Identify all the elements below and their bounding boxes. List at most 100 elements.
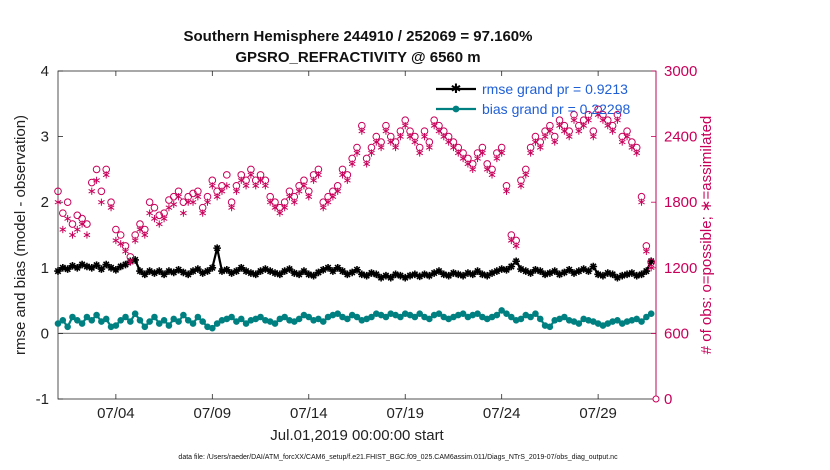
bias-point	[64, 323, 71, 331]
possible-obs-origin-point	[652, 395, 660, 403]
rmse-point	[251, 270, 260, 279]
assimilated-obs-point	[300, 182, 308, 190]
assimilated-obs-point	[647, 264, 655, 272]
possible-obs-point	[54, 187, 62, 196]
bias-point	[459, 310, 467, 318]
bias-point	[281, 313, 288, 321]
bias-point	[194, 313, 202, 321]
y-tick-label-right: 600	[664, 325, 689, 342]
assimilated-obs-point	[469, 165, 477, 173]
bias-point	[165, 322, 173, 329]
legend-bias-label: bias grand pr = 0.22298	[482, 101, 630, 117]
bias-point	[146, 318, 153, 325]
assimilated-obs-point	[170, 200, 178, 208]
rmse-point	[309, 271, 318, 280]
bias-point	[353, 313, 361, 321]
bias-point	[151, 313, 158, 321]
assimilated-obs-point	[69, 231, 76, 239]
assimilated-obs-point	[483, 165, 491, 173]
bias-point	[122, 313, 129, 321]
rmse-point	[102, 260, 111, 269]
rmse-point	[353, 265, 361, 274]
bias-point	[112, 322, 120, 329]
possible-obs-point	[63, 198, 72, 206]
bias-point	[127, 318, 134, 325]
y-tick-label-right: 1200	[664, 260, 697, 277]
rmse-point	[526, 269, 535, 277]
assimilated-obs-point	[450, 143, 457, 152]
rmse-point	[141, 270, 149, 279]
bias-point	[155, 320, 163, 327]
assimilated-obs-point	[392, 143, 399, 152]
bias-point	[213, 320, 221, 327]
assimilated-obs-point	[435, 127, 443, 135]
rmse-point	[362, 271, 371, 280]
y-tick-label-right: 1800	[664, 194, 697, 211]
rmse-point	[160, 270, 168, 279]
rmse-point	[618, 271, 627, 280]
rmse-point	[632, 271, 641, 280]
legend-rmse-marker: ✱	[451, 81, 462, 96]
assimilated-obs-point	[146, 209, 153, 217]
rmse-point	[372, 270, 381, 279]
assimilated-obs-point	[271, 204, 279, 212]
assimilated-obs-point	[363, 160, 371, 168]
bias-point	[416, 310, 423, 318]
legend: ✱ rmse grand pr = 0.9213 bias grand pr =…	[436, 81, 630, 117]
bias-point	[397, 313, 404, 321]
assimilated-obs-point	[638, 198, 645, 206]
bias-point	[228, 313, 235, 321]
assimilated-obs-point	[180, 209, 187, 217]
possible-obs-point	[92, 165, 101, 174]
assimilated-obs-point	[93, 176, 100, 184]
assimilated-obs-point	[517, 182, 525, 190]
assimilated-obs-point	[556, 122, 563, 130]
assimilated-obs-point	[228, 204, 235, 212]
possible-obs-point	[222, 171, 231, 179]
assimilated-obs-point	[73, 225, 81, 234]
bias-point	[242, 320, 250, 327]
assimilated-obs-point	[594, 111, 602, 119]
assimilated-obs-point	[589, 133, 597, 141]
bias-point	[344, 315, 351, 323]
assimilated-obs-point	[498, 149, 506, 157]
rmse-point	[276, 270, 284, 279]
bias-point	[546, 323, 554, 331]
possible-obs-point	[145, 198, 154, 206]
bias-point	[237, 315, 245, 323]
rmse-point	[300, 267, 308, 275]
assimilated-obs-point	[343, 176, 351, 184]
rmse-point	[324, 263, 332, 272]
assimilated-obs-point	[160, 215, 168, 223]
y-tick-label-left: 1	[41, 260, 49, 277]
rmse-point	[425, 271, 434, 280]
y-tick-label-left: 0	[41, 325, 49, 342]
possible-obs-point	[169, 192, 178, 201]
x-tick-label: 07/09	[194, 405, 232, 422]
assimilated-obs-point	[580, 122, 588, 130]
possible-obs-point	[189, 189, 197, 198]
assimilated-obs-point	[541, 133, 549, 141]
y-tick-label-right: 0	[664, 391, 672, 408]
assimilated-obs-point	[310, 176, 317, 184]
assimilated-obs-point	[387, 138, 395, 146]
bias-point	[160, 316, 168, 324]
bias-point	[536, 315, 544, 323]
rmse-point	[623, 270, 631, 279]
assimilated-obs-point	[440, 133, 448, 141]
rmse-point	[459, 271, 467, 280]
assimilated-obs-point	[281, 204, 289, 212]
y-axis-label-left: rmse and bias (model - observation)	[12, 115, 29, 355]
rmse-point	[169, 268, 178, 277]
assimilated-obs-point	[102, 171, 110, 179]
rmse-point	[174, 265, 183, 274]
bias-point	[69, 313, 76, 321]
possible-obs-point	[87, 178, 96, 187]
assimilated-obs-point	[479, 149, 486, 157]
possible-obs-point	[97, 187, 106, 196]
bias-point	[170, 315, 178, 323]
assimilated-obs-point	[368, 149, 375, 157]
rmse-point	[184, 270, 193, 279]
assimilated-obs-point	[614, 116, 621, 124]
assimilated-obs-point	[122, 247, 129, 255]
